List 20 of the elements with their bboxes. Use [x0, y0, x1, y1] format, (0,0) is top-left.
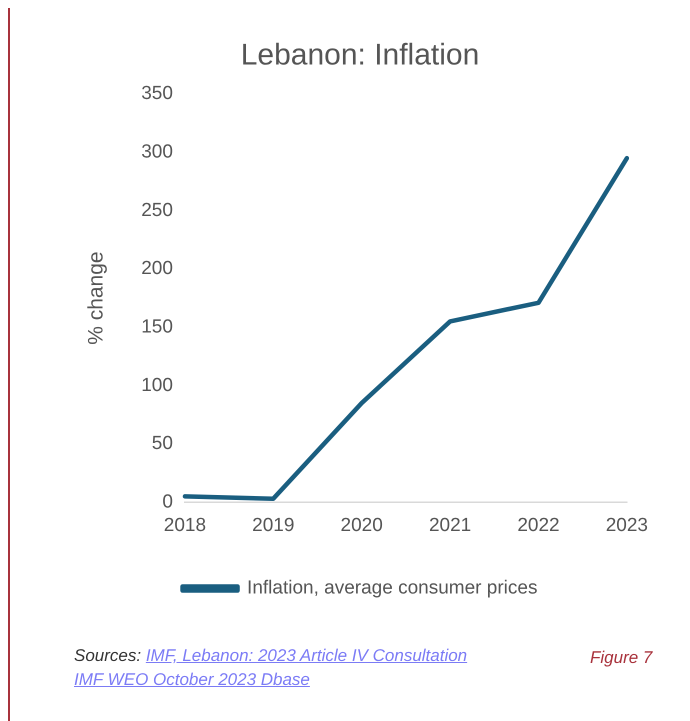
- text: IMF WEO October 2023 Dbase: [74, 669, 311, 691]
- chart-title: Lebanon: Inflation: [240, 38, 480, 72]
- y-tick-label: 250: [141, 200, 173, 221]
- y-tick-label: 200: [141, 258, 173, 280]
- y-tick-label: 300: [141, 142, 173, 163]
- x-tick-label: 2020: [340, 514, 383, 536]
- x-tick-label: 2021: [428, 514, 472, 536]
- caption: Figure 7: [590, 648, 652, 668]
- x-tick-label: 2018: [164, 514, 206, 536]
- x-tick-label: 2023: [606, 514, 648, 536]
- y-tick-label: 100: [141, 374, 173, 396]
- legend-label: Inflation, average consumer prices: [247, 578, 538, 599]
- y-axis-title: % change: [84, 251, 108, 345]
- y-tick-label: 350: [141, 83, 173, 104]
- source-note: Sources: IMF, Lebanon: 2023 Article IV Consultation: [74, 646, 468, 665]
- y-tick-label: 0: [162, 491, 173, 512]
- y-tick-label: 150: [141, 316, 173, 338]
- x-tick-label: 2022: [517, 514, 560, 536]
- y-tick-label: 50: [152, 433, 173, 454]
- x-tick-label: 2019: [252, 514, 294, 536]
